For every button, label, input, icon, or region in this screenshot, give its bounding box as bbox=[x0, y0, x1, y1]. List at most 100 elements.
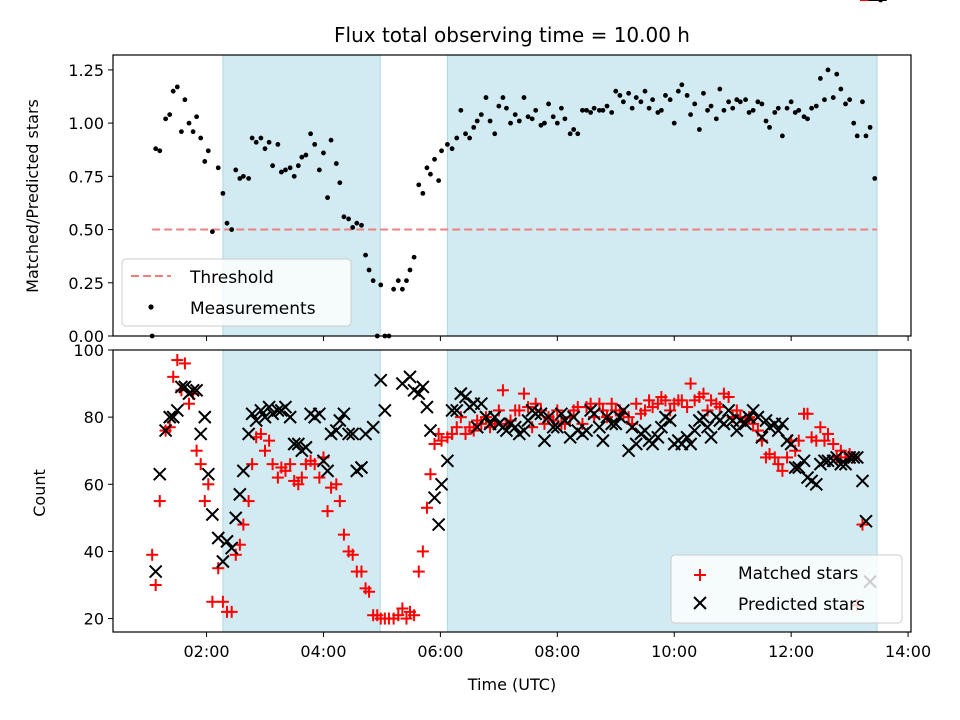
y-tick-label: 60 bbox=[84, 475, 104, 494]
y-tick-label: 1.25 bbox=[68, 61, 104, 80]
ratio-shaded-regions bbox=[222, 54, 878, 337]
measurement-point bbox=[363, 252, 368, 258]
measurement-point bbox=[521, 95, 527, 100]
measurement-point bbox=[854, 133, 860, 139]
predicted-star-point bbox=[458, 390, 473, 404]
measurement-point bbox=[822, 97, 827, 103]
measurement-point bbox=[772, 110, 778, 115]
measurement-point bbox=[487, 118, 493, 124]
predicted-star-point bbox=[546, 420, 560, 434]
measurement-point bbox=[809, 105, 815, 111]
ratio-legend-box bbox=[121, 258, 352, 327]
measurement-point bbox=[834, 71, 840, 77]
measurement-point bbox=[378, 282, 384, 288]
measurement-point bbox=[642, 88, 648, 94]
measurement-point bbox=[249, 135, 255, 141]
measurement-point bbox=[454, 135, 460, 141]
matched-star-point bbox=[183, 397, 195, 410]
matched-star-point bbox=[321, 505, 334, 518]
measurement-point bbox=[701, 90, 706, 96]
measurement-point bbox=[796, 107, 802, 113]
measurement-point bbox=[860, 99, 865, 105]
matched-star-point bbox=[330, 478, 343, 491]
matched-star-point bbox=[212, 562, 225, 575]
measurement-point bbox=[851, 120, 857, 126]
matched-star-point bbox=[446, 427, 459, 440]
measurement-point bbox=[496, 103, 502, 109]
predicted-star-point bbox=[341, 427, 356, 441]
predicted-star-point bbox=[262, 400, 276, 414]
predicted-star-point bbox=[600, 410, 614, 424]
measurement-point bbox=[763, 118, 769, 124]
measurement-point bbox=[750, 107, 756, 113]
measurement-point bbox=[584, 107, 589, 113]
measurement-point bbox=[500, 95, 506, 100]
matched-star-point bbox=[517, 387, 530, 400]
predicted-star-point bbox=[834, 457, 848, 471]
y-tick-label: 20 bbox=[84, 610, 104, 629]
y-tick-label: 40 bbox=[84, 542, 104, 561]
measurement-point bbox=[516, 118, 522, 124]
measurement-point bbox=[483, 95, 489, 100]
predicted-star-point bbox=[488, 410, 502, 424]
matched-star-point bbox=[675, 394, 688, 407]
matched-star-point bbox=[202, 478, 215, 491]
measurement-point bbox=[350, 225, 356, 230]
predicted-star-point bbox=[821, 454, 835, 468]
y-tick-label: 100 bbox=[73, 341, 104, 360]
ratio-panel: 0.00 0.25 0.50 0.75 1.00 1.25 Matched/Predict… bbox=[23, 0, 912, 346]
matched-star-point bbox=[428, 438, 441, 450]
measurement-point bbox=[663, 93, 668, 98]
ratio-legend: Threshold Measurements bbox=[121, 258, 352, 327]
measurement-point bbox=[746, 110, 752, 115]
matched-star-point bbox=[681, 401, 694, 414]
predicted-star-point bbox=[354, 460, 369, 475]
measurement-point bbox=[283, 167, 288, 173]
y-tick-label: 0.25 bbox=[68, 274, 104, 293]
measurement-point bbox=[237, 176, 243, 181]
measurement-point bbox=[600, 107, 606, 113]
measurement-point bbox=[492, 131, 498, 137]
measurement-point bbox=[658, 107, 664, 113]
predicted-star-point bbox=[299, 440, 313, 455]
measurement-point bbox=[359, 222, 364, 228]
measurement-point bbox=[646, 105, 652, 111]
matched-star-point bbox=[237, 518, 250, 531]
matched-star-point bbox=[149, 579, 162, 591]
predicted-star-point bbox=[775, 417, 790, 431]
measurement-point bbox=[554, 120, 560, 126]
measurement-point bbox=[325, 195, 330, 201]
predicted-star-point bbox=[198, 410, 212, 424]
measurement-point bbox=[512, 112, 518, 118]
predicted-star-point bbox=[596, 433, 610, 448]
y-tick-label: 80 bbox=[84, 408, 104, 427]
measurement-point bbox=[153, 146, 159, 152]
legend-predicted-swatch bbox=[693, 596, 707, 610]
measurement-point bbox=[174, 84, 180, 90]
predicted-star-point bbox=[847, 450, 861, 465]
measurement-point bbox=[341, 214, 347, 220]
measurement-point bbox=[813, 103, 819, 109]
measurement-point bbox=[629, 105, 635, 111]
measurement-point bbox=[788, 99, 794, 105]
matched-star-point bbox=[392, 609, 405, 622]
predicted-star-point bbox=[366, 420, 380, 434]
measurement-point bbox=[467, 135, 473, 141]
y-tick-label: 0.75 bbox=[68, 167, 104, 186]
measurement-point bbox=[801, 114, 807, 120]
predicted-star-point bbox=[201, 467, 215, 481]
predicted-star-point bbox=[759, 413, 773, 428]
measurement-point bbox=[416, 182, 422, 188]
predicted-star-point bbox=[378, 403, 392, 418]
predicted-star-point bbox=[416, 380, 430, 394]
predicted-star-point bbox=[316, 454, 331, 468]
measurement-point bbox=[779, 133, 785, 139]
predicted-star-point bbox=[625, 420, 639, 434]
x-tick-label: 02:00 bbox=[183, 642, 229, 661]
matched-star-point bbox=[206, 595, 219, 608]
predicted-star-point bbox=[440, 454, 455, 468]
predicted-star-point bbox=[423, 423, 438, 438]
matched-star-point bbox=[271, 471, 284, 484]
measurement-point bbox=[696, 127, 702, 132]
